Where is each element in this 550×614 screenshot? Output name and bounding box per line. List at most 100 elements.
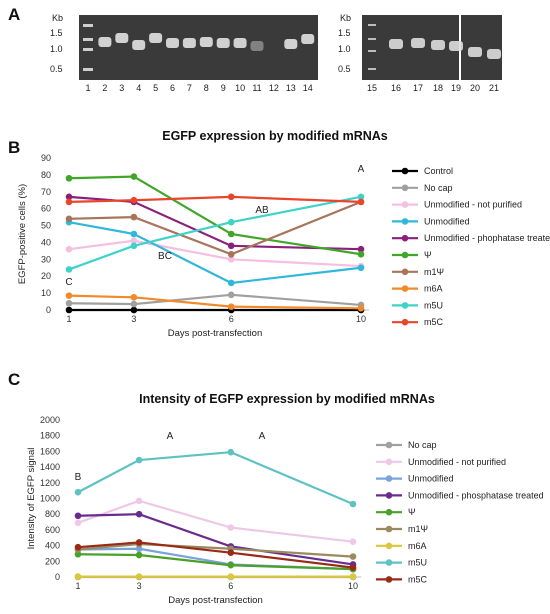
- data-point: [65, 198, 73, 206]
- data-point: [130, 196, 138, 204]
- data-point: [357, 245, 365, 253]
- data-point: [227, 303, 235, 310]
- panel-label-c: C: [8, 370, 20, 389]
- y-axis-label: EGFP-positive cells (%): [17, 184, 28, 284]
- legend-swatch-marker: [401, 251, 409, 259]
- significance-label: A: [259, 431, 266, 442]
- data-point: [349, 564, 357, 571]
- data-point: [227, 573, 235, 580]
- gel-band: [216, 38, 230, 48]
- y-tick-label: 20: [41, 271, 51, 281]
- data-point: [227, 524, 235, 531]
- series-line: [68, 221, 362, 285]
- y-tick-label: 70: [41, 187, 51, 197]
- gel-lane-label: 5: [153, 83, 158, 93]
- legend-swatch-marker: [401, 184, 409, 192]
- gel-lane-label: 10: [235, 83, 245, 93]
- gel-lane-label: 3: [119, 83, 124, 93]
- legend-label: Control: [424, 166, 453, 176]
- gel-marker-right-0-5: 0.5: [338, 64, 351, 74]
- significance-label: B: [75, 472, 82, 483]
- gel-lane-label: 18: [433, 83, 443, 93]
- y-tick-label: 50: [41, 221, 51, 231]
- gel-lane-label: 12: [269, 83, 279, 93]
- legend-label: m5C: [408, 574, 428, 584]
- gel-lane-label: 21: [489, 83, 499, 93]
- gel-lane-label: 15: [367, 83, 377, 93]
- series-line: [77, 541, 354, 569]
- gel-band: [233, 38, 247, 48]
- y-tick-label: 60: [41, 204, 51, 214]
- data-point: [74, 550, 82, 558]
- legend-swatch-marker: [385, 542, 393, 550]
- data-point: [74, 519, 82, 527]
- gel-marker-1-5: 1.5: [50, 28, 63, 38]
- gel-band: [468, 47, 482, 57]
- gel-band: [132, 40, 146, 50]
- legend-swatch-marker: [385, 441, 393, 449]
- gel-lane-label: 1: [85, 83, 90, 93]
- data-point: [130, 173, 138, 180]
- y-tick-label: 400: [45, 541, 60, 551]
- data-point: [349, 553, 357, 560]
- y-tick-label: 1200: [40, 478, 60, 488]
- chart-title: EGFP expression by modified mRNAs: [162, 129, 388, 143]
- gel-band: [199, 37, 213, 47]
- gel-lane-label: 2: [102, 83, 107, 93]
- data-point: [357, 264, 365, 272]
- gel-left: Kb 1.5 1.0 0.5 1 2 3 4 5 6 7 8 9 10 11 12 13 14: [50, 13, 318, 93]
- series-4: [65, 193, 365, 253]
- legend-swatch-marker: [401, 268, 409, 276]
- y-tick-label: 1800: [40, 431, 60, 441]
- gel-ladder-band: [368, 24, 376, 26]
- gel-lane-label: 17: [413, 83, 423, 93]
- data-point: [135, 539, 143, 546]
- gel-band: [250, 41, 264, 51]
- y-tick-label: 600: [45, 525, 60, 535]
- legend-label: Unmodified: [408, 474, 454, 484]
- y-tick-label: 80: [41, 170, 51, 180]
- data-point: [227, 279, 235, 287]
- y-tick-label: 30: [41, 254, 51, 264]
- series-line: [68, 195, 362, 271]
- data-point: [357, 193, 365, 201]
- legend-label: m5C: [424, 317, 444, 327]
- series-5: [65, 173, 365, 258]
- data-point: [130, 306, 138, 314]
- y-tick-label: 1400: [40, 462, 60, 472]
- panel-label-b: B: [8, 138, 20, 157]
- significance-label: AB: [255, 205, 269, 216]
- series-7: [65, 292, 365, 312]
- data-point: [357, 250, 365, 258]
- legend-label: No cap: [408, 440, 437, 450]
- gel-lane-label: 19: [451, 83, 461, 93]
- gel-lane-label: 14: [303, 83, 313, 93]
- data-point: [227, 193, 235, 201]
- chart-egfp-intensity: Intensity of EGFP expression by modified…: [26, 392, 544, 606]
- gel-marker-right-1-0: 1.0: [338, 44, 351, 54]
- x-tick-label: 10: [356, 314, 366, 324]
- gel-ladder-band: [83, 68, 93, 71]
- gel-band: [166, 38, 179, 48]
- gel-lane-label: 6: [170, 83, 175, 93]
- series-8: [74, 539, 357, 571]
- legend-swatch-marker: [385, 508, 393, 516]
- legend-swatch-marker: [385, 525, 393, 533]
- x-axis-label: Days post-transfection: [168, 328, 263, 339]
- series-line: [68, 200, 362, 256]
- gel-lane-label: 20: [470, 83, 480, 93]
- gel-right: Kb 1.5 1.0 0.5 15 16 17 18 19 20 21: [338, 13, 502, 93]
- chart-title: Intensity of EGFP expression by modified…: [139, 392, 435, 406]
- gel-band: [284, 39, 298, 49]
- legend-label: m1Ψ: [408, 524, 428, 534]
- data-point: [74, 543, 82, 551]
- data-point: [227, 218, 235, 226]
- data-point: [357, 198, 365, 206]
- y-tick-label: 200: [45, 556, 60, 566]
- data-point: [227, 230, 235, 238]
- legend-label: No cap: [424, 183, 453, 193]
- data-point: [357, 305, 365, 312]
- significance-label: A: [358, 164, 365, 175]
- significance-label: BC: [158, 251, 172, 262]
- data-point: [65, 215, 73, 223]
